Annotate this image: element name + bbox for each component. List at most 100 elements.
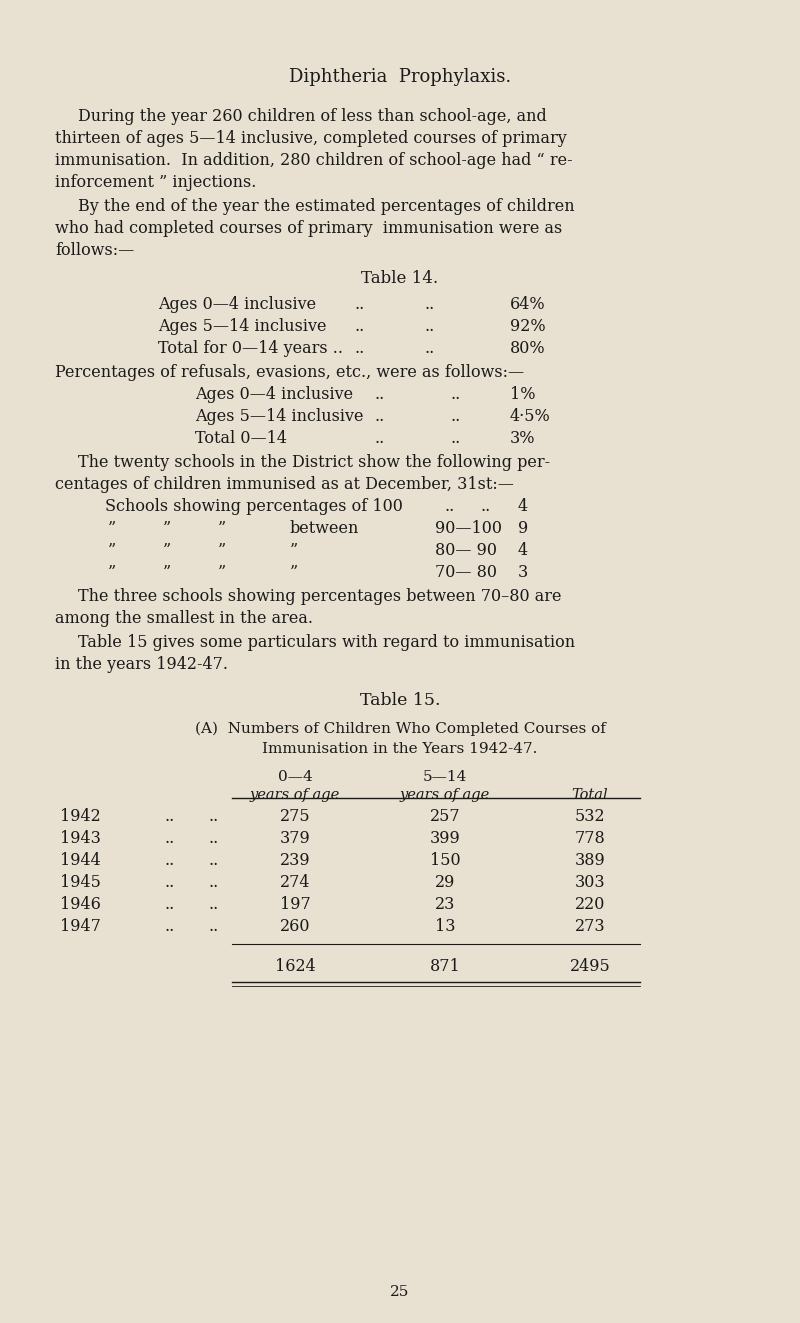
Text: Total 0—14: Total 0—14 [195, 430, 287, 447]
Text: ”: ” [290, 542, 298, 560]
Text: 4: 4 [518, 542, 528, 560]
Text: Table 14.: Table 14. [362, 270, 438, 287]
Text: ..: .. [425, 296, 435, 314]
Text: 5—14: 5—14 [423, 770, 467, 785]
Text: 257: 257 [430, 808, 460, 826]
Text: 1943: 1943 [60, 830, 101, 847]
Text: ..: .. [425, 340, 435, 357]
Text: 532: 532 [574, 808, 606, 826]
Text: Table 15.: Table 15. [360, 692, 440, 709]
Text: Ages 0—4 inclusive: Ages 0—4 inclusive [195, 386, 353, 404]
Text: ”: ” [108, 542, 116, 560]
Text: 778: 778 [574, 830, 606, 847]
Text: ..: .. [208, 896, 218, 913]
Text: ..: .. [165, 808, 175, 826]
Text: By the end of the year the estimated percentages of children: By the end of the year the estimated per… [78, 198, 574, 216]
Text: 1624: 1624 [274, 958, 315, 975]
Text: ..: .. [208, 875, 218, 890]
Text: 220: 220 [575, 896, 605, 913]
Text: Immunisation in the Years 1942-47.: Immunisation in the Years 1942-47. [262, 742, 538, 755]
Text: 1947: 1947 [60, 918, 101, 935]
Text: Ages 5—14 inclusive: Ages 5—14 inclusive [195, 407, 363, 425]
Text: who had completed courses of primary  immunisation were as: who had completed courses of primary imm… [55, 220, 562, 237]
Text: Table 15 gives some particulars with regard to immunisation: Table 15 gives some particulars with reg… [78, 634, 575, 651]
Text: (A)  Numbers of Children Who Completed Courses of: (A) Numbers of Children Who Completed Co… [194, 722, 606, 737]
Text: between: between [290, 520, 359, 537]
Text: 1%: 1% [510, 386, 535, 404]
Text: 239: 239 [280, 852, 310, 869]
Text: ”: ” [218, 542, 226, 560]
Text: 3: 3 [518, 564, 528, 581]
Text: ”: ” [218, 564, 226, 581]
Text: 90—100: 90—100 [435, 520, 502, 537]
Text: thirteen of ages 5—14 inclusive, completed courses of primary: thirteen of ages 5—14 inclusive, complet… [55, 130, 566, 147]
Text: ”: ” [108, 520, 116, 537]
Text: ..: .. [480, 497, 490, 515]
Text: 92%: 92% [510, 318, 546, 335]
Text: 2495: 2495 [570, 958, 610, 975]
Text: ”: ” [218, 520, 226, 537]
Text: among the smallest in the area.: among the smallest in the area. [55, 610, 313, 627]
Text: 871: 871 [430, 958, 460, 975]
Text: ..: .. [375, 430, 386, 447]
Text: 25: 25 [390, 1285, 410, 1299]
Text: ..: .. [165, 830, 175, 847]
Text: 13: 13 [434, 918, 455, 935]
Text: ..: .. [450, 430, 460, 447]
Text: inforcement ” injections.: inforcement ” injections. [55, 175, 256, 191]
Text: 1942: 1942 [60, 808, 101, 826]
Text: Ages 0—4 inclusive: Ages 0—4 inclusive [158, 296, 316, 314]
Text: 260: 260 [280, 918, 310, 935]
Text: 70— 80: 70— 80 [435, 564, 497, 581]
Text: ..: .. [425, 318, 435, 335]
Text: Percentages of refusals, evasions, etc., were as follows:—: Percentages of refusals, evasions, etc.,… [55, 364, 524, 381]
Text: The three schools showing percentages between 70–80 are: The three schools showing percentages be… [78, 587, 562, 605]
Text: years of age: years of age [250, 789, 340, 802]
Text: 1945: 1945 [60, 875, 101, 890]
Text: 0—4: 0—4 [278, 770, 312, 785]
Text: 1946: 1946 [60, 896, 101, 913]
Text: 303: 303 [574, 875, 606, 890]
Text: ..: .. [355, 296, 366, 314]
Text: centages of children immunised as at December, 31st:—: centages of children immunised as at Dec… [55, 476, 514, 493]
Text: 4: 4 [518, 497, 528, 515]
Text: ”: ” [163, 542, 171, 560]
Text: ..: .. [165, 896, 175, 913]
Text: 389: 389 [574, 852, 606, 869]
Text: ..: .. [355, 340, 366, 357]
Text: 23: 23 [435, 896, 455, 913]
Text: Total for 0—14 years ..: Total for 0—14 years .. [158, 340, 343, 357]
Text: 29: 29 [435, 875, 455, 890]
Text: During the year 260 children of less than school-age, and: During the year 260 children of less tha… [78, 108, 546, 124]
Text: immunisation.  In addition, 280 children of school-age had “ re-: immunisation. In addition, 280 children … [55, 152, 573, 169]
Text: ..: .. [165, 852, 175, 869]
Text: 150: 150 [430, 852, 460, 869]
Text: Diphtheria  Prophylaxis.: Diphtheria Prophylaxis. [289, 67, 511, 86]
Text: 275: 275 [280, 808, 310, 826]
Text: years of age: years of age [400, 789, 490, 802]
Text: 64%: 64% [510, 296, 546, 314]
Text: 80%: 80% [510, 340, 546, 357]
Text: 9: 9 [518, 520, 528, 537]
Text: 273: 273 [574, 918, 606, 935]
Text: 197: 197 [280, 896, 310, 913]
Text: in the years 1942-47.: in the years 1942-47. [55, 656, 228, 673]
Text: ..: .. [375, 407, 386, 425]
Text: ..: .. [445, 497, 455, 515]
Text: 274: 274 [280, 875, 310, 890]
Text: ..: .. [450, 386, 460, 404]
Text: ..: .. [208, 918, 218, 935]
Text: Total: Total [572, 789, 608, 802]
Text: 4·5%: 4·5% [510, 407, 550, 425]
Text: ..: .. [208, 852, 218, 869]
Text: ”: ” [163, 564, 171, 581]
Text: ..: .. [165, 918, 175, 935]
Text: ”: ” [108, 564, 116, 581]
Text: 1944: 1944 [60, 852, 101, 869]
Text: ..: .. [450, 407, 460, 425]
Text: The twenty schools in the District show the following per-: The twenty schools in the District show … [78, 454, 550, 471]
Text: Schools showing percentages of 100: Schools showing percentages of 100 [105, 497, 403, 515]
Text: 80— 90: 80— 90 [435, 542, 497, 560]
Text: follows:—: follows:— [55, 242, 134, 259]
Text: ..: .. [375, 386, 386, 404]
